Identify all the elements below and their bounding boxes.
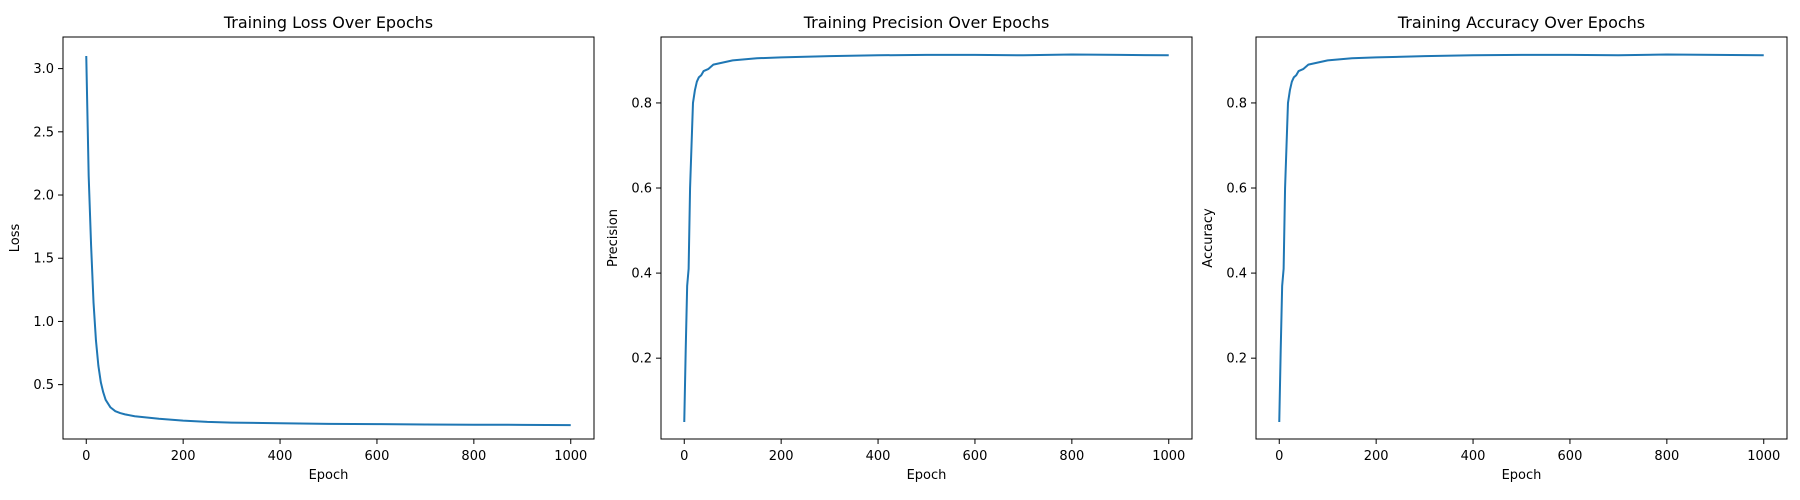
y-tick-label: 0.8 <box>1226 96 1247 111</box>
y-tick-label: 2.5 <box>33 125 54 140</box>
x-tick-label: 600 <box>365 449 390 464</box>
x-tick-label: 400 <box>1461 449 1486 464</box>
y-tick-label: 3.0 <box>33 62 54 77</box>
x-tick-label: 0 <box>1275 449 1283 464</box>
y-tick-label: 0.8 <box>631 96 652 111</box>
x-tick-label: 400 <box>268 449 293 464</box>
x-tick-label: 0 <box>82 449 90 464</box>
y-tick-label: 0.5 <box>33 378 54 393</box>
x-tick-label: 800 <box>461 449 486 464</box>
x-tick-label: 200 <box>1364 449 1389 464</box>
y-tick-label: 0.6 <box>631 182 652 197</box>
x-tick-label: 200 <box>769 449 794 464</box>
x-axis-label: Epoch <box>309 468 349 483</box>
x-tick-label: 0 <box>680 449 688 464</box>
series-line <box>1278 53 1764 423</box>
x-tick-label: 800 <box>1654 449 1679 464</box>
y-tick-label: 1.0 <box>33 315 54 330</box>
series-line <box>683 53 1169 423</box>
x-tick-label: 200 <box>171 449 196 464</box>
y-tick-label: 0.6 <box>1226 182 1247 197</box>
y-tick-label: 0.4 <box>1226 267 1247 282</box>
y-tick-label: 0.4 <box>631 267 652 282</box>
chart-title: Training Loss Over Epochs <box>223 13 433 32</box>
chart-panel-2: 0 200 400 600 800 1000 0.2 0.4 0.6 0.8 Training Pr… <box>606 13 1193 483</box>
series-line <box>85 55 571 427</box>
x-tick-label: 1000 <box>1747 449 1780 464</box>
chart-panel-1: 0 200 400 600 800 1000 0.5 1.0 1.5 2.0 2.5 3.0 Train… <box>8 13 595 483</box>
axes-frame <box>62 36 595 440</box>
y-tick-label: 1.5 <box>33 252 54 267</box>
x-tick-label: 600 <box>963 449 988 464</box>
y-axis-label: Precision <box>606 209 621 267</box>
y-axis-label: Loss <box>8 224 23 253</box>
x-tick-label: 1000 <box>1152 449 1185 464</box>
x-tick-label: 400 <box>866 449 891 464</box>
chart-title: Training Precision Over Epochs <box>803 13 1050 32</box>
y-tick-label: 0.2 <box>1226 352 1247 367</box>
y-tick-label: 2.0 <box>33 189 54 204</box>
x-axis-label: Epoch <box>907 468 947 483</box>
y-axis-label: Accuracy <box>1201 208 1216 268</box>
axes-frame <box>1255 36 1788 440</box>
chart-panel-3: 0 200 400 600 800 1000 0.2 0.4 0.6 0.8 Training Ac… <box>1201 13 1788 483</box>
x-tick-label: 1000 <box>554 449 587 464</box>
x-axis-label: Epoch <box>1502 468 1542 483</box>
y-tick-label: 0.2 <box>631 352 652 367</box>
x-tick-label: 800 <box>1059 449 1084 464</box>
x-tick-label: 600 <box>1558 449 1583 464</box>
chart-title: Training Accuracy Over Epochs <box>1397 13 1645 32</box>
axes-frame <box>660 36 1193 440</box>
